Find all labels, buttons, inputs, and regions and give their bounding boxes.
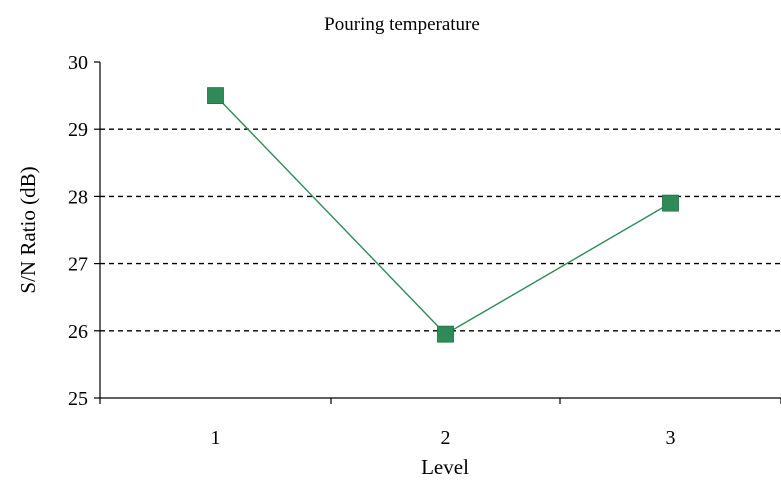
y-tick-label: 29 bbox=[68, 119, 88, 141]
x-tick-label: 1 bbox=[211, 427, 221, 449]
x-tick-labels: 1 2 3 bbox=[211, 427, 676, 449]
x-tick-label: 3 bbox=[666, 427, 676, 449]
gridlines bbox=[100, 128, 781, 332]
y-axis-label: S/N Ratio (dB) bbox=[16, 166, 40, 293]
chart-title: Pouring temperature bbox=[324, 14, 480, 35]
x-axis-label: Level bbox=[421, 455, 469, 479]
y-tick-label: 26 bbox=[68, 321, 88, 343]
series bbox=[207, 87, 679, 343]
y-tick-label: 27 bbox=[68, 254, 88, 276]
data-point-marker bbox=[437, 325, 454, 343]
y-tick-label: 25 bbox=[68, 388, 88, 410]
data-point-marker bbox=[207, 87, 224, 104]
y-tick-label: 28 bbox=[68, 186, 88, 208]
series-line bbox=[214, 95, 671, 336]
data-point-marker bbox=[662, 194, 679, 212]
x-tick-label: 2 bbox=[441, 427, 451, 449]
axes bbox=[94, 61, 781, 404]
y-tick-label: 30 bbox=[68, 52, 88, 74]
y-tick-labels: 25 26 27 28 29 30 bbox=[68, 52, 88, 410]
